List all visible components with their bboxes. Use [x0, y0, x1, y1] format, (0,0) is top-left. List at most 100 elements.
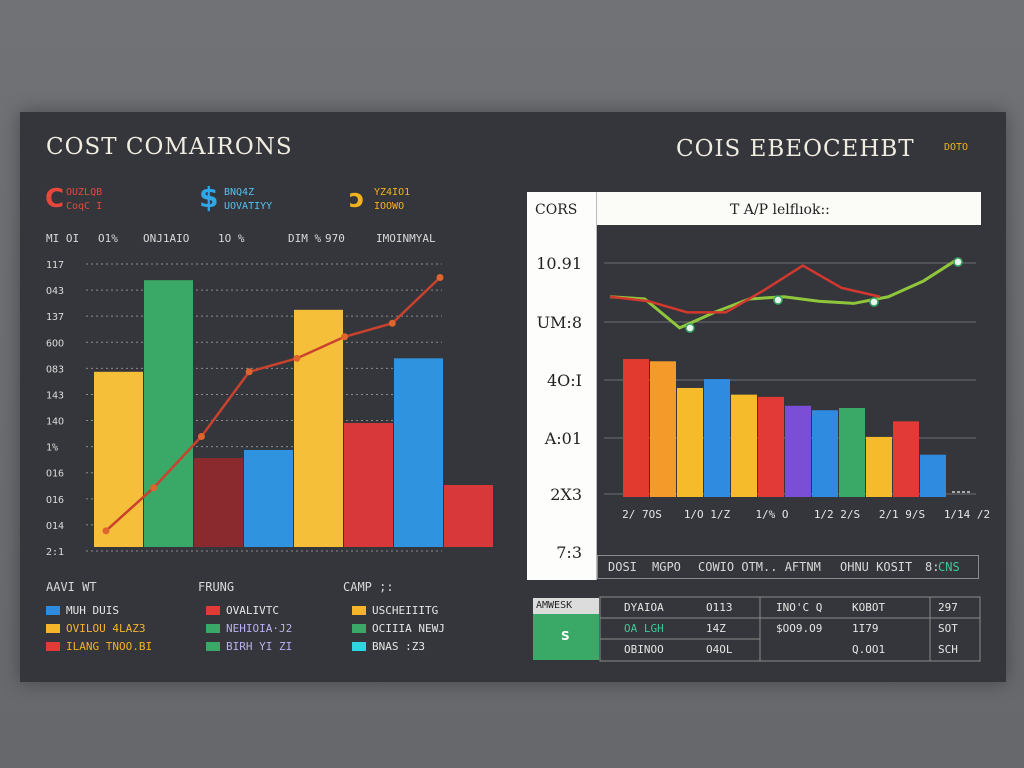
- legend-title-3: CAMP ;:: [343, 580, 394, 594]
- right-bar-4: [704, 379, 730, 497]
- left-bar-2: [144, 280, 193, 547]
- table-cell: OA LGH: [624, 622, 664, 635]
- right-chart-title: COIS EBEOCEHBT: [676, 136, 915, 162]
- legend-swatch: [46, 624, 60, 633]
- left-y-tick-label: 14O: [46, 417, 64, 428]
- right-bar-7: [785, 405, 811, 497]
- table-cell: O113: [706, 601, 733, 614]
- right-x-tick-label: 2/1 9/S: [879, 508, 925, 521]
- kpi-3-line1: YZ4IO1: [374, 187, 411, 198]
- table-cell: O4OL: [706, 643, 733, 656]
- table-label-bg: [533, 598, 599, 614]
- summary-cell-1: DOSI: [608, 560, 637, 574]
- legend-title-2: FRUNG: [198, 580, 235, 594]
- table-cell: 1I79: [852, 622, 879, 635]
- legend-swatch: [206, 624, 220, 633]
- right-header-text: T A/P lelflıok::: [730, 202, 830, 218]
- left-header-2: O1%: [98, 232, 118, 245]
- right-bar-1: [623, 359, 649, 497]
- left-header-1: MI OI: [46, 232, 80, 245]
- left-y-tick-label: O16: [46, 495, 64, 506]
- left-trend-point-2: [150, 484, 158, 492]
- legend-label: OVALIVTC: [226, 604, 279, 617]
- left-header-6: 970: [325, 232, 345, 245]
- left-y-tick-label: 143: [46, 390, 64, 401]
- summary-cell-4: OHNU KOSIT: [840, 560, 913, 574]
- kpi-1-line1: OUZLQB: [66, 187, 103, 198]
- left-y-tick-label: 137: [46, 312, 64, 323]
- right-bar-12: [920, 454, 946, 497]
- table-cell: $OO9.O9: [776, 622, 823, 635]
- cost-icon: C: [45, 184, 65, 214]
- right-y-tick-label: UM:8: [537, 313, 582, 332]
- kpi-2-line2: UOVATIYY: [224, 201, 273, 212]
- legend-title-1: AAVI WT: [46, 580, 97, 594]
- left-bar-8: [444, 485, 493, 547]
- legend-label: NEHIOIA·J2: [226, 622, 293, 635]
- legend-label: OVILOU 4LAZ3: [66, 622, 146, 635]
- legend-swatch: [206, 642, 220, 651]
- left-y-tick-label: 117: [46, 260, 64, 271]
- right-bar-11: [893, 421, 919, 497]
- table-cell: Q.OO1: [852, 643, 886, 656]
- kpi-1-line2: CoqC I: [66, 201, 103, 212]
- left-header-3: ONJ1AIO: [143, 232, 190, 245]
- left-bar-3: [194, 458, 243, 547]
- legend-label: USCHEIIITG: [372, 604, 439, 617]
- right-bar-6: [758, 396, 784, 497]
- legend-label: ILANG TNOO.BI: [66, 640, 153, 653]
- left-chart-title: COST COMAIRONS: [46, 134, 293, 160]
- legend-swatch: [206, 606, 220, 615]
- right-line-green: [609, 257, 959, 330]
- left-trend-point-5: [293, 354, 301, 362]
- right-line-marker-2: [773, 295, 783, 305]
- table-cell: 14Z: [706, 622, 726, 635]
- right-x-tick-label: 1/O 1/Z: [684, 508, 731, 521]
- right-bar-9: [839, 408, 865, 497]
- kpi-3-line2: IOOWO: [374, 201, 405, 212]
- kpi-2-line1: BNQ4Z: [224, 187, 255, 198]
- left-trend-point-1: [102, 527, 110, 535]
- table-cell: DYAIOA: [624, 601, 664, 614]
- left-trend-point-6: [341, 333, 349, 341]
- legend-swatch: [352, 642, 366, 651]
- summary-cell-3: COWIO OTM.. AFTNM: [698, 560, 821, 574]
- summary-cell-6: CNS: [938, 560, 960, 574]
- left-trend-point-3: [197, 432, 205, 440]
- left-y-tick-label: O14: [46, 521, 64, 532]
- right-y-tick-label: A:01: [544, 429, 582, 448]
- legend-swatch: [46, 606, 60, 615]
- gauge-icon: ɔ: [349, 184, 365, 214]
- right-x-tick-label: 1/2 2/S: [814, 508, 860, 521]
- right-axis-area: [527, 192, 597, 580]
- left-y-tick-label: 6OO: [46, 338, 64, 349]
- left-bar-6: [344, 423, 393, 547]
- right-line-marker-1: [685, 323, 695, 333]
- right-line-marker-4: [953, 257, 963, 267]
- right-line-marker-3: [869, 297, 879, 307]
- left-y-tick-label: 2:1: [46, 547, 64, 558]
- left-y-tick-label: 1%: [46, 443, 58, 454]
- legend-label: OCIIIA NEWJ: [372, 622, 445, 635]
- table-label: AMWESK: [536, 600, 573, 611]
- right-y-tick-label: 10.91: [536, 254, 582, 273]
- left-trend-point-4: [245, 368, 253, 376]
- left-y-tick-label: O83: [46, 364, 64, 375]
- right-y-tick-label: 4O:I: [547, 371, 582, 390]
- left-header-7: IMOINMYAL: [376, 232, 436, 245]
- legend-swatch: [352, 606, 366, 615]
- right-bar-2: [650, 361, 676, 497]
- right-x-tick-label: 1/% O: [755, 508, 788, 521]
- right-bar-5: [731, 394, 757, 497]
- left-bar-4: [244, 449, 293, 547]
- left-bar-1: [94, 371, 143, 547]
- left-bar-7: [394, 358, 443, 547]
- legend-label: MUH DUIS: [66, 604, 119, 617]
- right-x-tick-label: 2/ 7OS: [622, 508, 662, 521]
- left-trend-point-8: [436, 273, 444, 281]
- legend-label: BNAS :Z3: [372, 640, 425, 653]
- right-bar-3: [677, 387, 703, 497]
